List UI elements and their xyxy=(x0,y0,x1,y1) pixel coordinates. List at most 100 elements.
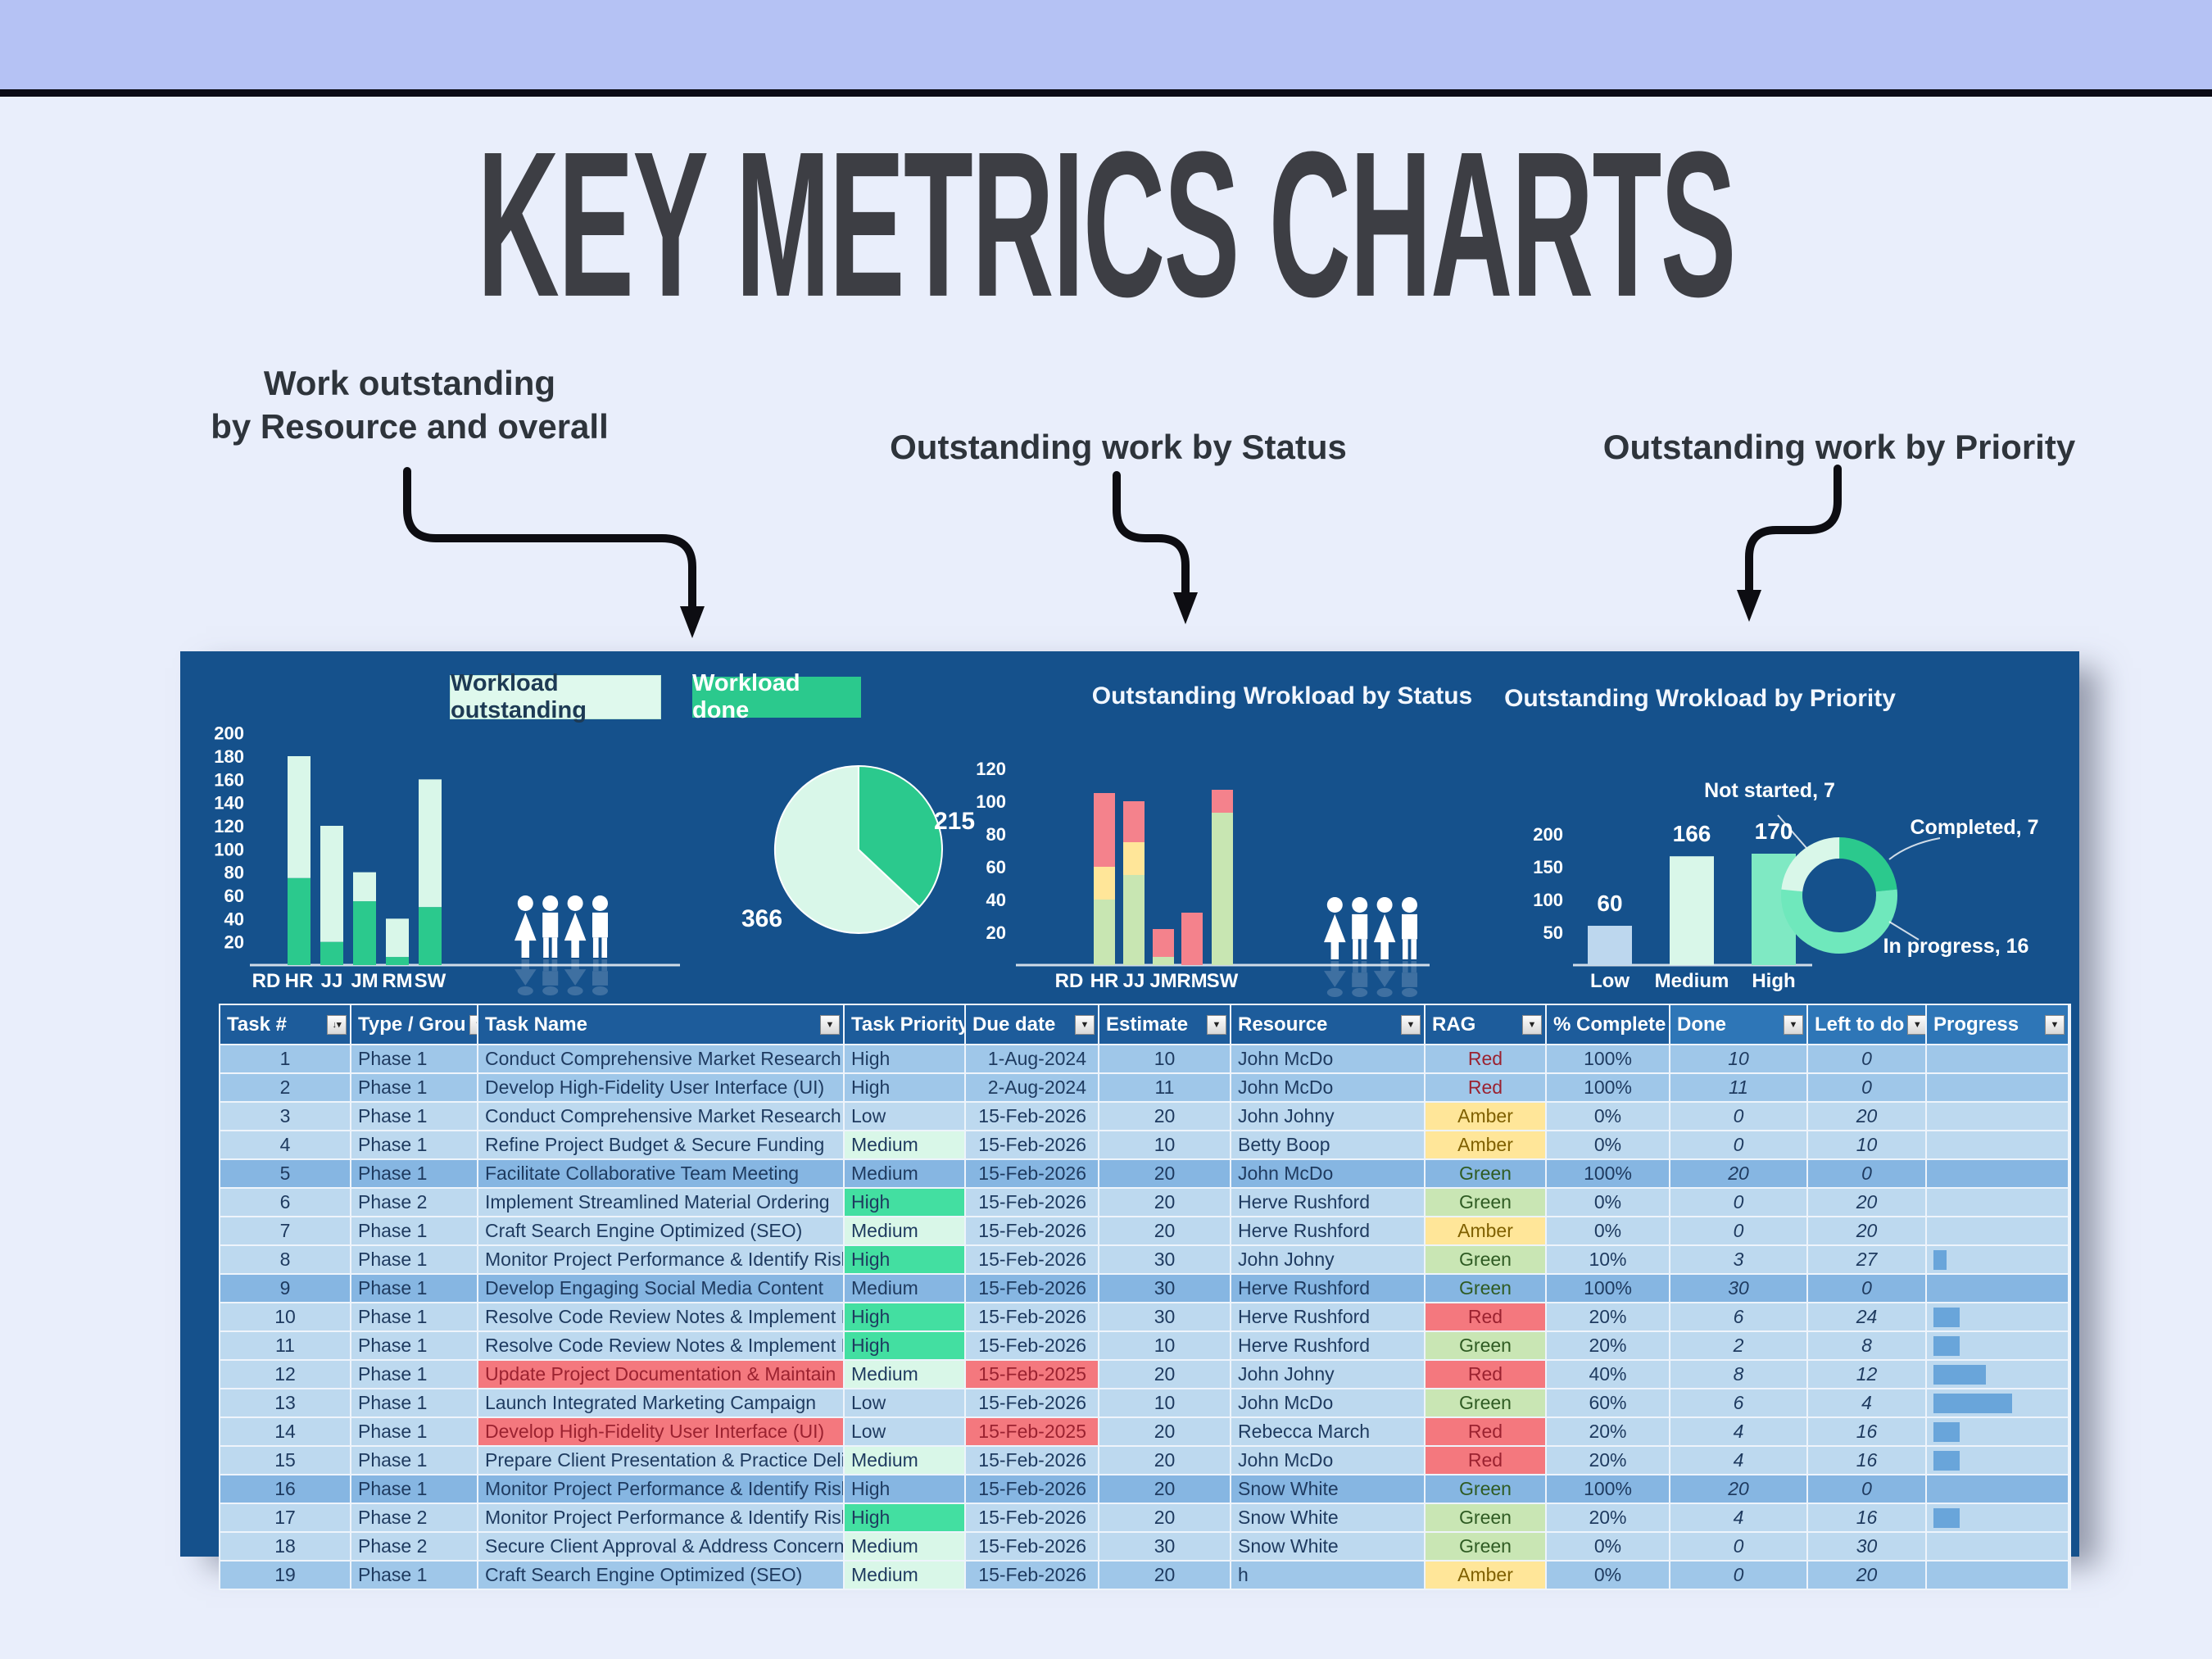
cell-estimate[interactable]: 30 xyxy=(1099,1533,1231,1560)
filter-dropdown-icon[interactable]: ▼ xyxy=(1207,1014,1226,1035)
cell-estimate[interactable]: 10 xyxy=(1099,1332,1231,1359)
cell-left-to-do[interactable]: 4 xyxy=(1808,1389,1927,1416)
cell-task-name[interactable]: Resolve Code Review Notes & Implement Fi xyxy=(478,1303,845,1330)
cell-estimate[interactable]: 20 xyxy=(1099,1447,1231,1474)
cell-task-number[interactable]: 2 xyxy=(220,1074,351,1101)
cell-task-number[interactable]: 10 xyxy=(220,1303,351,1330)
cell-left-to-do[interactable]: 0 xyxy=(1808,1160,1927,1187)
workload-outstanding-button[interactable]: Workload outstanding xyxy=(450,670,661,723)
cell-percent-complete[interactable]: 0% xyxy=(1547,1189,1670,1216)
cell-type-group[interactable]: Phase 1 xyxy=(351,1275,478,1302)
cell-percent-complete[interactable]: 100% xyxy=(1547,1074,1670,1101)
cell-estimate[interactable]: 20 xyxy=(1099,1361,1231,1388)
cell-done[interactable]: 20 xyxy=(1670,1475,1808,1503)
col-header-rag[interactable]: RAG ▼ xyxy=(1426,1005,1547,1044)
cell-due-date[interactable]: 15-Feb-2025 xyxy=(966,1361,1099,1388)
col-header-task-name[interactable]: Task Name ▼ xyxy=(478,1005,845,1044)
cell-rag-status[interactable]: Green xyxy=(1426,1246,1547,1273)
cell-task-number[interactable]: 15 xyxy=(220,1447,351,1474)
cell-due-date[interactable]: 2-Aug-2024 xyxy=(966,1074,1099,1101)
cell-resource[interactable]: Snow White xyxy=(1231,1475,1426,1503)
cell-task-priority[interactable]: Medium xyxy=(845,1217,966,1244)
cell-left-to-do[interactable]: 0 xyxy=(1808,1045,1927,1072)
filter-dropdown-icon[interactable]: ▼ xyxy=(1401,1014,1421,1035)
cell-rag-status[interactable]: Green xyxy=(1426,1389,1547,1416)
cell-rag-status[interactable]: Red xyxy=(1426,1447,1547,1474)
cell-resource[interactable]: Betty Boop xyxy=(1231,1131,1426,1158)
cell-task-priority[interactable]: Medium xyxy=(845,1275,966,1302)
cell-task-priority[interactable]: Low xyxy=(845,1103,966,1130)
cell-task-number[interactable]: 19 xyxy=(220,1562,351,1589)
cell-percent-complete[interactable]: 60% xyxy=(1547,1389,1670,1416)
cell-task-number[interactable]: 8 xyxy=(220,1246,351,1273)
cell-resource[interactable]: Herve Rushford xyxy=(1231,1217,1426,1244)
cell-task-number[interactable]: 3 xyxy=(220,1103,351,1130)
cell-type-group[interactable]: Phase 1 xyxy=(351,1418,478,1445)
cell-task-number[interactable]: 5 xyxy=(220,1160,351,1187)
cell-percent-complete[interactable]: 20% xyxy=(1547,1418,1670,1445)
cell-type-group[interactable]: Phase 1 xyxy=(351,1475,478,1503)
cell-done[interactable]: 6 xyxy=(1670,1303,1808,1330)
cell-task-priority[interactable]: High xyxy=(845,1074,966,1101)
cell-due-date[interactable]: 15-Feb-2026 xyxy=(966,1160,1099,1187)
cell-task-priority[interactable]: High xyxy=(845,1475,966,1503)
cell-progress[interactable] xyxy=(1927,1447,2069,1474)
cell-task-name[interactable]: Prepare Client Presentation & Practice D… xyxy=(478,1447,845,1474)
cell-task-name[interactable]: Resolve Code Review Notes & Implement Fi xyxy=(478,1332,845,1359)
cell-type-group[interactable]: Phase 2 xyxy=(351,1533,478,1560)
cell-resource[interactable]: John McDo xyxy=(1231,1160,1426,1187)
cell-task-name[interactable]: Develop High-Fidelity User Interface (UI… xyxy=(478,1074,845,1101)
cell-type-group[interactable]: Phase 1 xyxy=(351,1303,478,1330)
cell-left-to-do[interactable]: 8 xyxy=(1808,1332,1927,1359)
cell-type-group[interactable]: Phase 1 xyxy=(351,1160,478,1187)
cell-percent-complete[interactable]: 100% xyxy=(1547,1045,1670,1072)
cell-task-name[interactable]: Facilitate Collaborative Team Meeting xyxy=(478,1160,845,1187)
cell-progress[interactable] xyxy=(1927,1131,2069,1158)
cell-task-name[interactable]: Conduct Comprehensive Market Research xyxy=(478,1103,845,1130)
cell-estimate[interactable]: 30 xyxy=(1099,1246,1231,1273)
cell-task-name[interactable]: Update Project Documentation & Maintain xyxy=(478,1361,845,1388)
cell-progress[interactable] xyxy=(1927,1418,2069,1445)
cell-progress[interactable] xyxy=(1927,1303,2069,1330)
cell-task-priority[interactable]: High xyxy=(845,1045,966,1072)
cell-task-priority[interactable]: Medium xyxy=(845,1160,966,1187)
cell-percent-complete[interactable]: 0% xyxy=(1547,1131,1670,1158)
cell-percent-complete[interactable]: 20% xyxy=(1547,1332,1670,1359)
cell-task-number[interactable]: 7 xyxy=(220,1217,351,1244)
cell-task-priority[interactable]: High xyxy=(845,1189,966,1216)
cell-rag-status[interactable]: Amber xyxy=(1426,1131,1547,1158)
cell-estimate[interactable]: 11 xyxy=(1099,1074,1231,1101)
cell-done[interactable]: 10 xyxy=(1670,1045,1808,1072)
cell-task-priority[interactable]: High xyxy=(845,1504,966,1531)
cell-type-group[interactable]: Phase 1 xyxy=(351,1217,478,1244)
cell-task-priority[interactable]: Medium xyxy=(845,1562,966,1589)
cell-task-name[interactable]: Refine Project Budget & Secure Funding xyxy=(478,1131,845,1158)
cell-task-number[interactable]: 12 xyxy=(220,1361,351,1388)
cell-estimate[interactable]: 20 xyxy=(1099,1189,1231,1216)
cell-task-name[interactable]: Launch Integrated Marketing Campaign xyxy=(478,1389,845,1416)
cell-rag-status[interactable]: Amber xyxy=(1426,1562,1547,1589)
cell-resource[interactable]: h xyxy=(1231,1562,1426,1589)
cell-task-number[interactable]: 14 xyxy=(220,1418,351,1445)
cell-task-number[interactable]: 4 xyxy=(220,1131,351,1158)
col-header-progress[interactable]: Progress ▼ xyxy=(1927,1005,2069,1044)
cell-progress[interactable] xyxy=(1927,1246,2069,1273)
cell-task-name[interactable]: Monitor Project Performance & Identify R… xyxy=(478,1475,845,1503)
cell-due-date[interactable]: 15-Feb-2026 xyxy=(966,1131,1099,1158)
cell-done[interactable]: 4 xyxy=(1670,1447,1808,1474)
cell-estimate[interactable]: 20 xyxy=(1099,1160,1231,1187)
cell-resource[interactable]: Snow White xyxy=(1231,1533,1426,1560)
cell-left-to-do[interactable]: 16 xyxy=(1808,1418,1927,1445)
filter-dropdown-icon[interactable]: ▼ xyxy=(469,1014,477,1035)
cell-due-date[interactable]: 15-Feb-2026 xyxy=(966,1475,1099,1503)
cell-left-to-do[interactable]: 0 xyxy=(1808,1475,1927,1503)
workload-done-button[interactable]: Workload done xyxy=(692,670,861,723)
cell-resource[interactable]: John McDo xyxy=(1231,1389,1426,1416)
cell-rag-status[interactable]: Green xyxy=(1426,1160,1547,1187)
cell-task-priority[interactable]: High xyxy=(845,1246,966,1273)
cell-progress[interactable] xyxy=(1927,1504,2069,1531)
cell-progress[interactable] xyxy=(1927,1361,2069,1388)
cell-due-date[interactable]: 15-Feb-2026 xyxy=(966,1246,1099,1273)
cell-estimate[interactable]: 20 xyxy=(1099,1418,1231,1445)
cell-rag-status[interactable]: Amber xyxy=(1426,1103,1547,1130)
